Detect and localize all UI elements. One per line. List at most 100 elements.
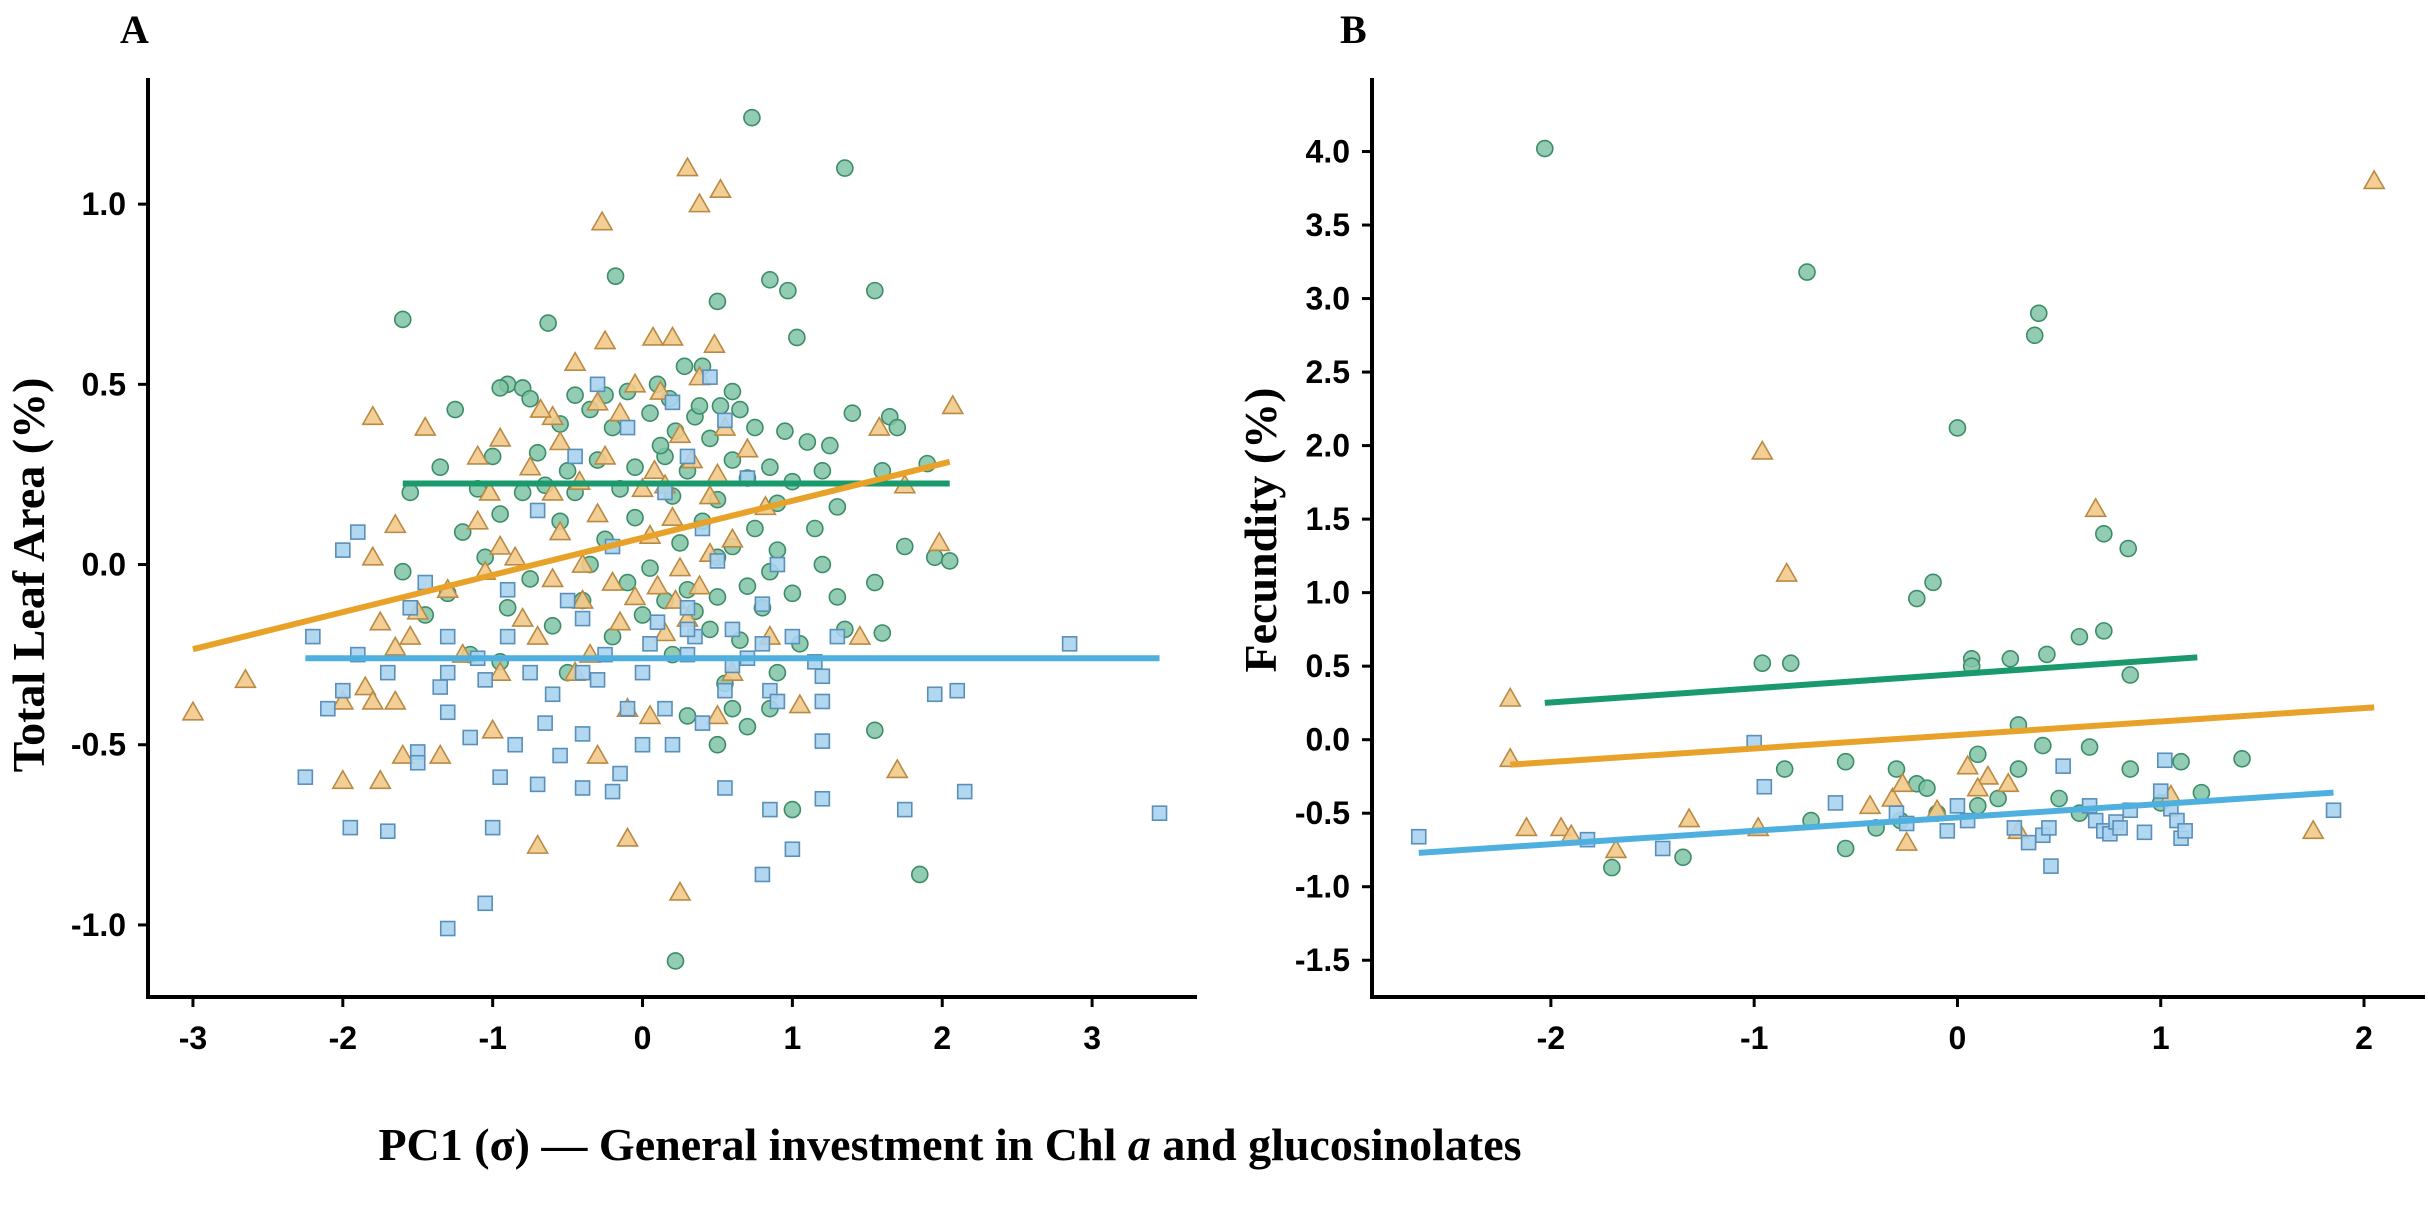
panel-a-orange-triangle-point bbox=[608, 401, 632, 422]
panel-a-blue-square-point bbox=[320, 700, 336, 717]
panel-a-blue-square-point bbox=[574, 780, 591, 796]
panel-a-blue-square-point bbox=[754, 866, 771, 883]
panel-b-ticks: -1.5 -1.0 -0.5 0.0 0.5 1.0 1.5 2.0 2.5 3.0 3.5 4.0 -… bbox=[1295, 134, 2373, 1056]
panel-a-orange-triangle-point bbox=[788, 693, 812, 714]
panel-a-orange-triangle-point bbox=[623, 372, 647, 393]
panel-a-orange-triangle-point bbox=[586, 502, 609, 523]
panel-a-orange-triangle-point bbox=[631, 477, 654, 498]
panel-a-green-circle-point bbox=[675, 357, 694, 376]
panel-a-blue-square-point bbox=[769, 693, 786, 710]
panel-a-orange-triangle-point bbox=[331, 769, 355, 790]
panel-a-ytick-label: 1.0 bbox=[82, 186, 126, 222]
panel-b-xtick-label: 1 bbox=[2152, 1020, 2170, 1056]
panel-a-green-circle-point bbox=[491, 379, 509, 397]
panel-b-orange-triangle-point bbox=[1498, 686, 1522, 707]
panel-b-blue-square-point bbox=[1756, 778, 1773, 795]
panel-a-blue-square-point bbox=[409, 754, 426, 771]
xlabel-part-end: and glucosinolates bbox=[1151, 1119, 1522, 1170]
panel-a-blue-square-point bbox=[657, 700, 673, 717]
panel-a-blue-square-point bbox=[432, 679, 449, 695]
panel-a-green-circle-point bbox=[723, 382, 742, 401]
panel-a-green-circle-point bbox=[873, 624, 892, 642]
panel-a-orange-triangle-point bbox=[503, 545, 527, 566]
panel-a-orange-triangle-point bbox=[541, 567, 564, 588]
panel-a-blue-square-point bbox=[814, 733, 831, 749]
panel-a-orange-triangle-point bbox=[398, 624, 422, 645]
panel-a-xtick-label: 0 bbox=[634, 1020, 652, 1056]
panel-a-xtick-label: -1 bbox=[478, 1020, 506, 1056]
panel-a-orange-triangle-point bbox=[353, 675, 377, 696]
panel-a-orange-triangle-point bbox=[706, 704, 729, 725]
panel-b-xtick-label: 0 bbox=[1949, 1020, 1967, 1056]
panel-a-green-circle-point bbox=[708, 735, 727, 754]
panel-b-green-circle-point bbox=[2070, 627, 2089, 646]
panel-a-orange-triangle-point bbox=[661, 506, 684, 526]
panel-a-blue-square-point bbox=[762, 801, 778, 818]
panel-a-orange-triangle-point bbox=[383, 689, 407, 710]
panel-a-blue-square-point bbox=[522, 664, 538, 681]
panel-a-green-circle-point bbox=[606, 267, 625, 286]
panel-b-green-circle-point bbox=[1674, 848, 1692, 867]
panel-a-blue-square-point bbox=[634, 736, 651, 753]
panel-a-xtick-label: -3 bbox=[179, 1020, 207, 1056]
panel-a-green-circle-point bbox=[743, 108, 761, 127]
panel-a-green-circle-point bbox=[626, 458, 644, 477]
panel-b-orange-triangle-point bbox=[2084, 497, 2108, 518]
panel-a-green-circle-point bbox=[690, 397, 709, 415]
panel-a-orange-triangle-point bbox=[391, 743, 415, 764]
panel-a-green-circle-point bbox=[723, 451, 742, 469]
panel-a-orange-triangle-point bbox=[643, 459, 666, 480]
panel-b-green-circle-point bbox=[1535, 139, 1554, 158]
panel-a-orange-triangle-point bbox=[736, 437, 759, 458]
panel-a-blue-square-point bbox=[814, 790, 831, 807]
panel-a-green-circle-point bbox=[779, 281, 797, 300]
panel-b-orange-triangle-point bbox=[1895, 830, 1919, 851]
panel-a-green-circle-point bbox=[618, 573, 637, 592]
panel-a-orange-triangle-point bbox=[885, 758, 909, 779]
panel-a-ytick-label: 0.5 bbox=[82, 366, 126, 402]
panel-a-green-circle-point bbox=[746, 418, 764, 437]
panel-b-ytick-label: 2.5 bbox=[1306, 354, 1350, 390]
panel-b-xtick-label: -2 bbox=[1537, 1020, 1565, 1056]
panel-b-green-circle-point bbox=[1989, 789, 2007, 808]
panel-b-green-circle-point bbox=[2121, 760, 2140, 778]
panel-b-orange-triangle-point bbox=[2362, 169, 2386, 190]
panel-a-blue-square-point bbox=[926, 686, 943, 703]
panel-a-orange-triangle-point bbox=[601, 570, 624, 591]
panel-a-blue-square-point bbox=[439, 920, 456, 937]
panel-a-xtick-label: 2 bbox=[933, 1020, 951, 1056]
panel-b-green-circle-point bbox=[2119, 539, 2138, 558]
panel-b-green-circle-point bbox=[1907, 589, 1926, 608]
panel-a-orange-triangle-point bbox=[488, 534, 512, 555]
panel-b-green-circle-point bbox=[1781, 654, 1800, 673]
panel-a-blue-square-point bbox=[769, 556, 786, 573]
panel-a-blue-square-point bbox=[754, 596, 771, 612]
panel-a-xtick-label: 3 bbox=[1083, 1020, 1101, 1056]
panel-b-blue-square-point bbox=[2136, 824, 2153, 841]
panel-a-blue-square-point bbox=[949, 682, 966, 699]
panel-a-green-circle-point bbox=[558, 462, 577, 480]
panel-a-ticks: -1.0 -0.5 0.0 0.5 1.0 -3 -2 -1 0 1 2 3 bbox=[71, 186, 1101, 1056]
panel-a-green-circle-point bbox=[776, 422, 794, 440]
panel-a-green-circle-point bbox=[866, 573, 884, 592]
panel-b-green-circle-point bbox=[2095, 525, 2113, 543]
panel-a-orange-triangle-point bbox=[478, 480, 502, 501]
panel-a-orange-triangle-point bbox=[529, 397, 553, 418]
panel-a-blue-square-point bbox=[1151, 805, 1168, 822]
panel-a-green-circle-point bbox=[895, 537, 914, 556]
panel-b-green-circle-point bbox=[1887, 760, 1906, 778]
panel-a-blue-square-point bbox=[664, 736, 681, 753]
panel-a-green-circle-point bbox=[701, 429, 719, 448]
panel-b-orange-triangle-point bbox=[1775, 561, 1799, 582]
panel-a-blue-square-point bbox=[507, 736, 523, 753]
panel-b-green-circle-point bbox=[2050, 789, 2068, 808]
panel-a-blue-square-point bbox=[349, 524, 366, 540]
panel-a-orange-triangle-point bbox=[616, 826, 639, 847]
panel-a-orange-triangle-point bbox=[848, 624, 872, 645]
panel-a-orange-triangle-point bbox=[721, 527, 744, 548]
panel-a: A Total Leaf Area (%) -1.0-0.50.00.51.0-… bbox=[3, 7, 1197, 1056]
panel-a-blue-square-point bbox=[439, 704, 456, 721]
panel-a-blue-square-point bbox=[664, 394, 681, 411]
panel-a-blue-square-point bbox=[439, 628, 456, 645]
panel-b-xtick-label: 2 bbox=[2355, 1020, 2373, 1056]
